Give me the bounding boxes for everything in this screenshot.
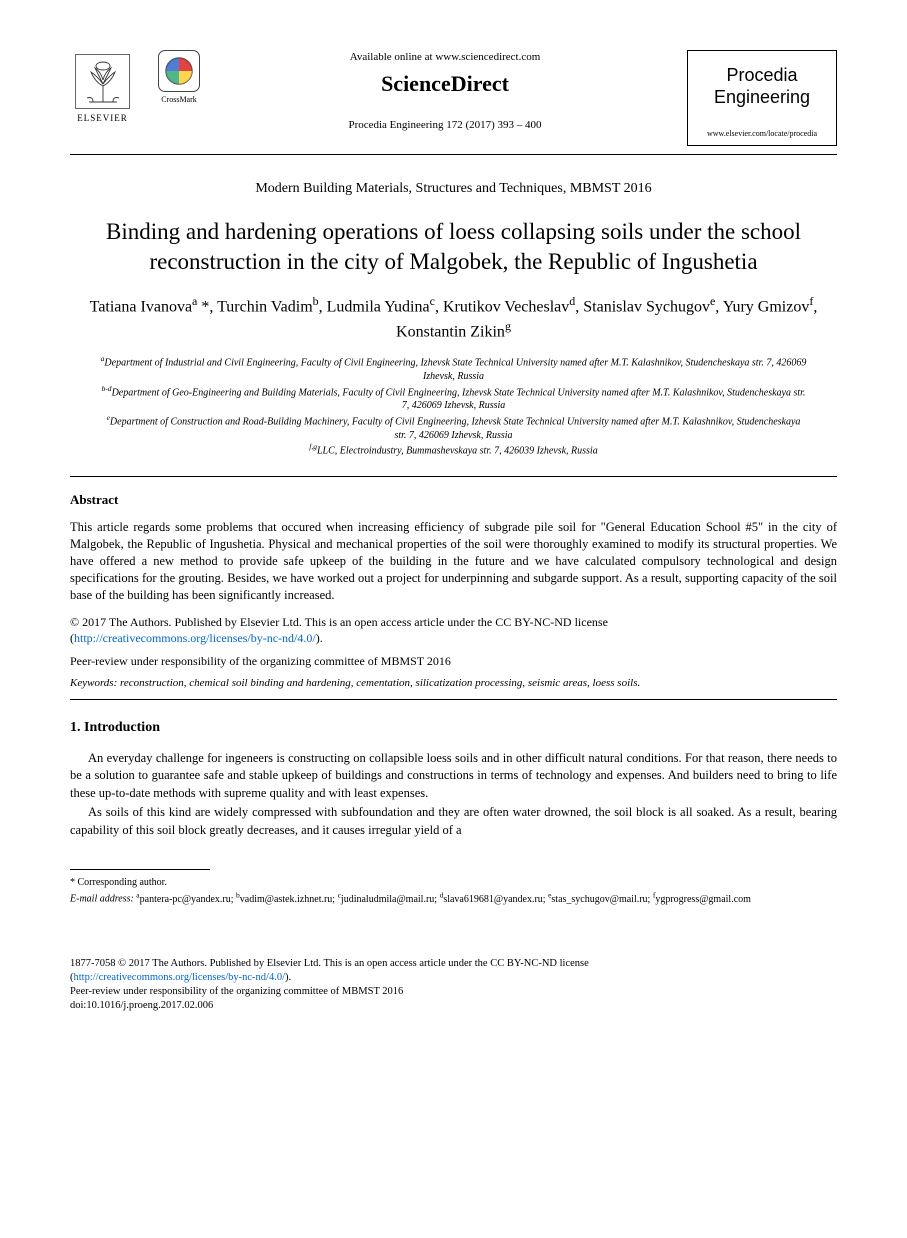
affiliation-f-g: f,gLLC, Electroindustry, Bummashevskaya … (100, 442, 807, 458)
journal-url: www.elsevier.com/locate/procedia (696, 128, 828, 139)
footer-doi: doi:10.1016/j.proeng.2017.02.006 (70, 1000, 213, 1011)
email-addresses: apantera-pc@yandex.ru; bvadim@astek.izhn… (134, 894, 751, 905)
header-center: Available online at www.sciencedirect.co… (203, 50, 687, 134)
copyright-line: © 2017 The Authors. Published by Elsevie… (70, 615, 608, 629)
header-rule (70, 154, 837, 155)
footer-license-link[interactable]: http://creativecommons.org/licenses/by-n… (74, 972, 286, 983)
footer-peer-review: Peer-review under responsibility of the … (70, 986, 403, 997)
sciencedirect-logo-text: ScienceDirect (213, 69, 677, 100)
journal-name-line1: Procedia (726, 65, 797, 85)
conference-line: Modern Building Materials, Structures an… (70, 179, 837, 199)
elsevier-tree-icon (75, 54, 130, 109)
header-row: ELSEVIER CrossMark Available online at w… (70, 50, 837, 146)
elsevier-logo: ELSEVIER (70, 50, 135, 125)
keywords-label: Keywords: (70, 677, 117, 689)
available-online-text: Available online at www.sciencedirect.co… (213, 50, 677, 65)
affiliation-b-d: b-dDepartment of Geo-Engineering and Bui… (100, 384, 807, 413)
crossmark-logo[interactable]: CrossMark (155, 50, 203, 105)
article-title: Binding and hardening operations of loes… (70, 217, 837, 277)
journal-name: Procedia Engineering (696, 65, 828, 108)
abstract-text: This article regards some problems that … (70, 519, 837, 603)
corresponding-author-note: * Corresponding author. (70, 876, 837, 890)
header-left: ELSEVIER CrossMark (70, 50, 203, 125)
affiliation-a: aDepartment of Industrial and Civil Engi… (100, 354, 807, 383)
crossmark-label: CrossMark (161, 94, 197, 105)
email-label: E-mail address: (70, 894, 134, 905)
intro-para-1: An everyday challenge for ingeneers is c… (70, 750, 837, 803)
citation-text: Procedia Engineering 172 (2017) 393 – 40… (213, 118, 677, 133)
journal-name-line2: Engineering (714, 87, 810, 107)
footnote-rule (70, 869, 210, 870)
journal-box: Procedia Engineering www.elsevier.com/lo… (687, 50, 837, 146)
footer-issn-copyright: 1877-7058 © 2017 The Authors. Published … (70, 958, 589, 969)
peer-review-line: Peer-review under responsibility of the … (70, 653, 837, 670)
elsevier-label: ELSEVIER (77, 112, 128, 125)
abstract-bottom-rule (70, 699, 837, 700)
abstract-heading: Abstract (70, 491, 837, 509)
affiliation-e: eDepartment of Construction and Road-Bui… (100, 413, 807, 442)
abstract-top-rule (70, 476, 837, 477)
author-list: Tatiana Ivanovaa *, Turchin Vadimb, Ludm… (70, 293, 837, 344)
affiliations-block: aDepartment of Industrial and Civil Engi… (70, 354, 837, 458)
email-footnote: E-mail address: apantera-pc@yandex.ru; b… (70, 890, 837, 906)
license-link[interactable]: http://creativecommons.org/licenses/by-n… (74, 631, 316, 645)
introduction-heading: 1. Introduction (70, 718, 837, 738)
intro-para-2: As soils of this kind are widely compres… (70, 804, 837, 839)
crossmark-icon (158, 50, 200, 92)
copyright-block: © 2017 The Authors. Published by Elsevie… (70, 614, 837, 648)
keywords-text: reconstruction, chemical soil binding an… (117, 677, 640, 689)
page-footer: 1877-7058 © 2017 The Authors. Published … (70, 957, 837, 1014)
keywords-line: Keywords: reconstruction, chemical soil … (70, 676, 837, 691)
